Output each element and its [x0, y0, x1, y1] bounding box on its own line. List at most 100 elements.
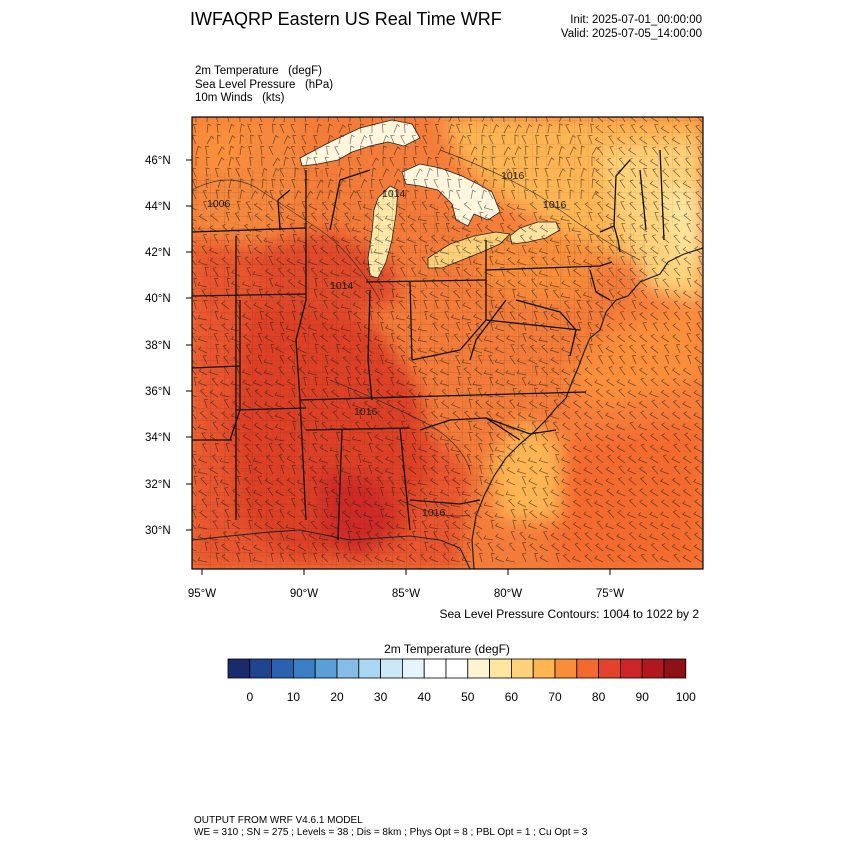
wind-barb: [539, 555, 549, 563]
wind-barb: [683, 466, 692, 475]
wind-barb: [586, 300, 593, 310]
wind-barb: [483, 370, 494, 376]
wind-barb: [192, 344, 197, 354]
wind-barb: [424, 123, 429, 134]
wind-barb: [542, 201, 549, 211]
wind-barb: [580, 145, 585, 156]
wind-barb: [617, 334, 626, 343]
wind-barb: [440, 324, 450, 332]
wind-barb: [594, 478, 604, 486]
wind-barb: [349, 178, 354, 189]
wind-barb: [490, 519, 495, 530]
lat-tick-label: 36°N: [145, 386, 171, 398]
wind-barb: [663, 322, 670, 332]
wind-barb: [330, 401, 340, 409]
wind-barb: [572, 389, 582, 398]
wind-barb: [242, 433, 252, 442]
wind-barb: [672, 323, 681, 332]
wind-barb: [660, 213, 670, 222]
wind-barb: [616, 213, 626, 222]
wind-barb: [408, 388, 417, 398]
wind-barb: [432, 322, 439, 332]
wind-barb: [300, 465, 307, 475]
wind-barb: [257, 355, 263, 365]
wind-barb: [693, 511, 703, 519]
wind-barb: [673, 179, 681, 189]
wind-barb: [269, 321, 274, 332]
wind-barb: [374, 555, 384, 563]
wind-barb: [253, 422, 263, 431]
wind-barb: [450, 513, 461, 519]
wind-barb: [609, 223, 615, 233]
wind-barb: [220, 379, 230, 387]
wind-barb: [444, 443, 450, 453]
wind-barb: [362, 457, 373, 464]
wind-barb: [333, 476, 340, 486]
wind-barb: [321, 201, 329, 211]
wind-barb: [439, 291, 450, 299]
wind-barb: [630, 256, 637, 266]
wind-barb: [473, 236, 483, 244]
wind-barb: [411, 399, 417, 409]
wind-barb: [534, 321, 539, 332]
wind-barb: [561, 368, 571, 376]
wind-barb: [192, 548, 197, 552]
wind-barb: [267, 531, 274, 541]
wind-barb: [347, 486, 352, 497]
wind-barb: [522, 333, 527, 343]
wind-barb: [659, 555, 670, 563]
wind-barb: [551, 466, 560, 475]
colorbar-swatch: [445, 658, 469, 679]
wind-barb: [437, 146, 445, 156]
wind-barb: [479, 464, 484, 475]
wind-barb: [519, 234, 527, 244]
wind-barb: [250, 134, 255, 145]
wind-barb: [409, 344, 417, 354]
wind-barb: [596, 410, 604, 420]
wind-barb: [335, 454, 340, 464]
wind-barb: [682, 379, 692, 387]
wind-barb: [236, 255, 241, 266]
wind-barb: [193, 277, 198, 288]
wind-barb: [440, 357, 450, 365]
wind-barb: [663, 146, 670, 156]
wind-barb: [374, 224, 384, 233]
wind-barb: [467, 377, 472, 387]
wind-barb: [355, 344, 362, 354]
colorbar-swatch: [598, 658, 621, 679]
wind-barb: [465, 333, 472, 343]
wind-barb: [340, 325, 351, 332]
wind-barb: [450, 435, 461, 442]
wind-barb: [422, 465, 428, 475]
wind-barb: [683, 213, 692, 222]
wind-barb: [441, 509, 450, 519]
wind-barb: [474, 367, 483, 376]
wind-barb: [484, 511, 494, 519]
colorbar-label: 20: [330, 690, 344, 704]
wind-barb: [505, 424, 516, 431]
wind-barb: [520, 344, 527, 354]
wind-barb: [412, 365, 418, 376]
wind-barb: [192, 245, 197, 255]
wind-barb: [206, 123, 212, 134]
wind-barb: [528, 478, 538, 486]
wind-barb: [397, 509, 406, 519]
wind-barb: [607, 234, 615, 244]
wind-barb: [485, 487, 494, 497]
wind-barb: [389, 190, 395, 200]
wind-barb: [539, 224, 549, 233]
wind-barb: [478, 443, 483, 453]
wind-barb: [309, 234, 318, 244]
wind-barb: [496, 400, 505, 409]
wind-barb: [330, 213, 340, 222]
wind-barb: [605, 466, 615, 475]
wind-barb: [412, 519, 417, 530]
wind-barb: [213, 234, 219, 244]
wind-barb: [254, 389, 263, 398]
wind-barb: [271, 178, 276, 189]
wind-barb: [659, 467, 670, 475]
wind-barb: [682, 301, 692, 310]
wind-barb: [327, 178, 334, 189]
wind-barb: [347, 156, 352, 167]
wind-barb: [473, 423, 483, 431]
